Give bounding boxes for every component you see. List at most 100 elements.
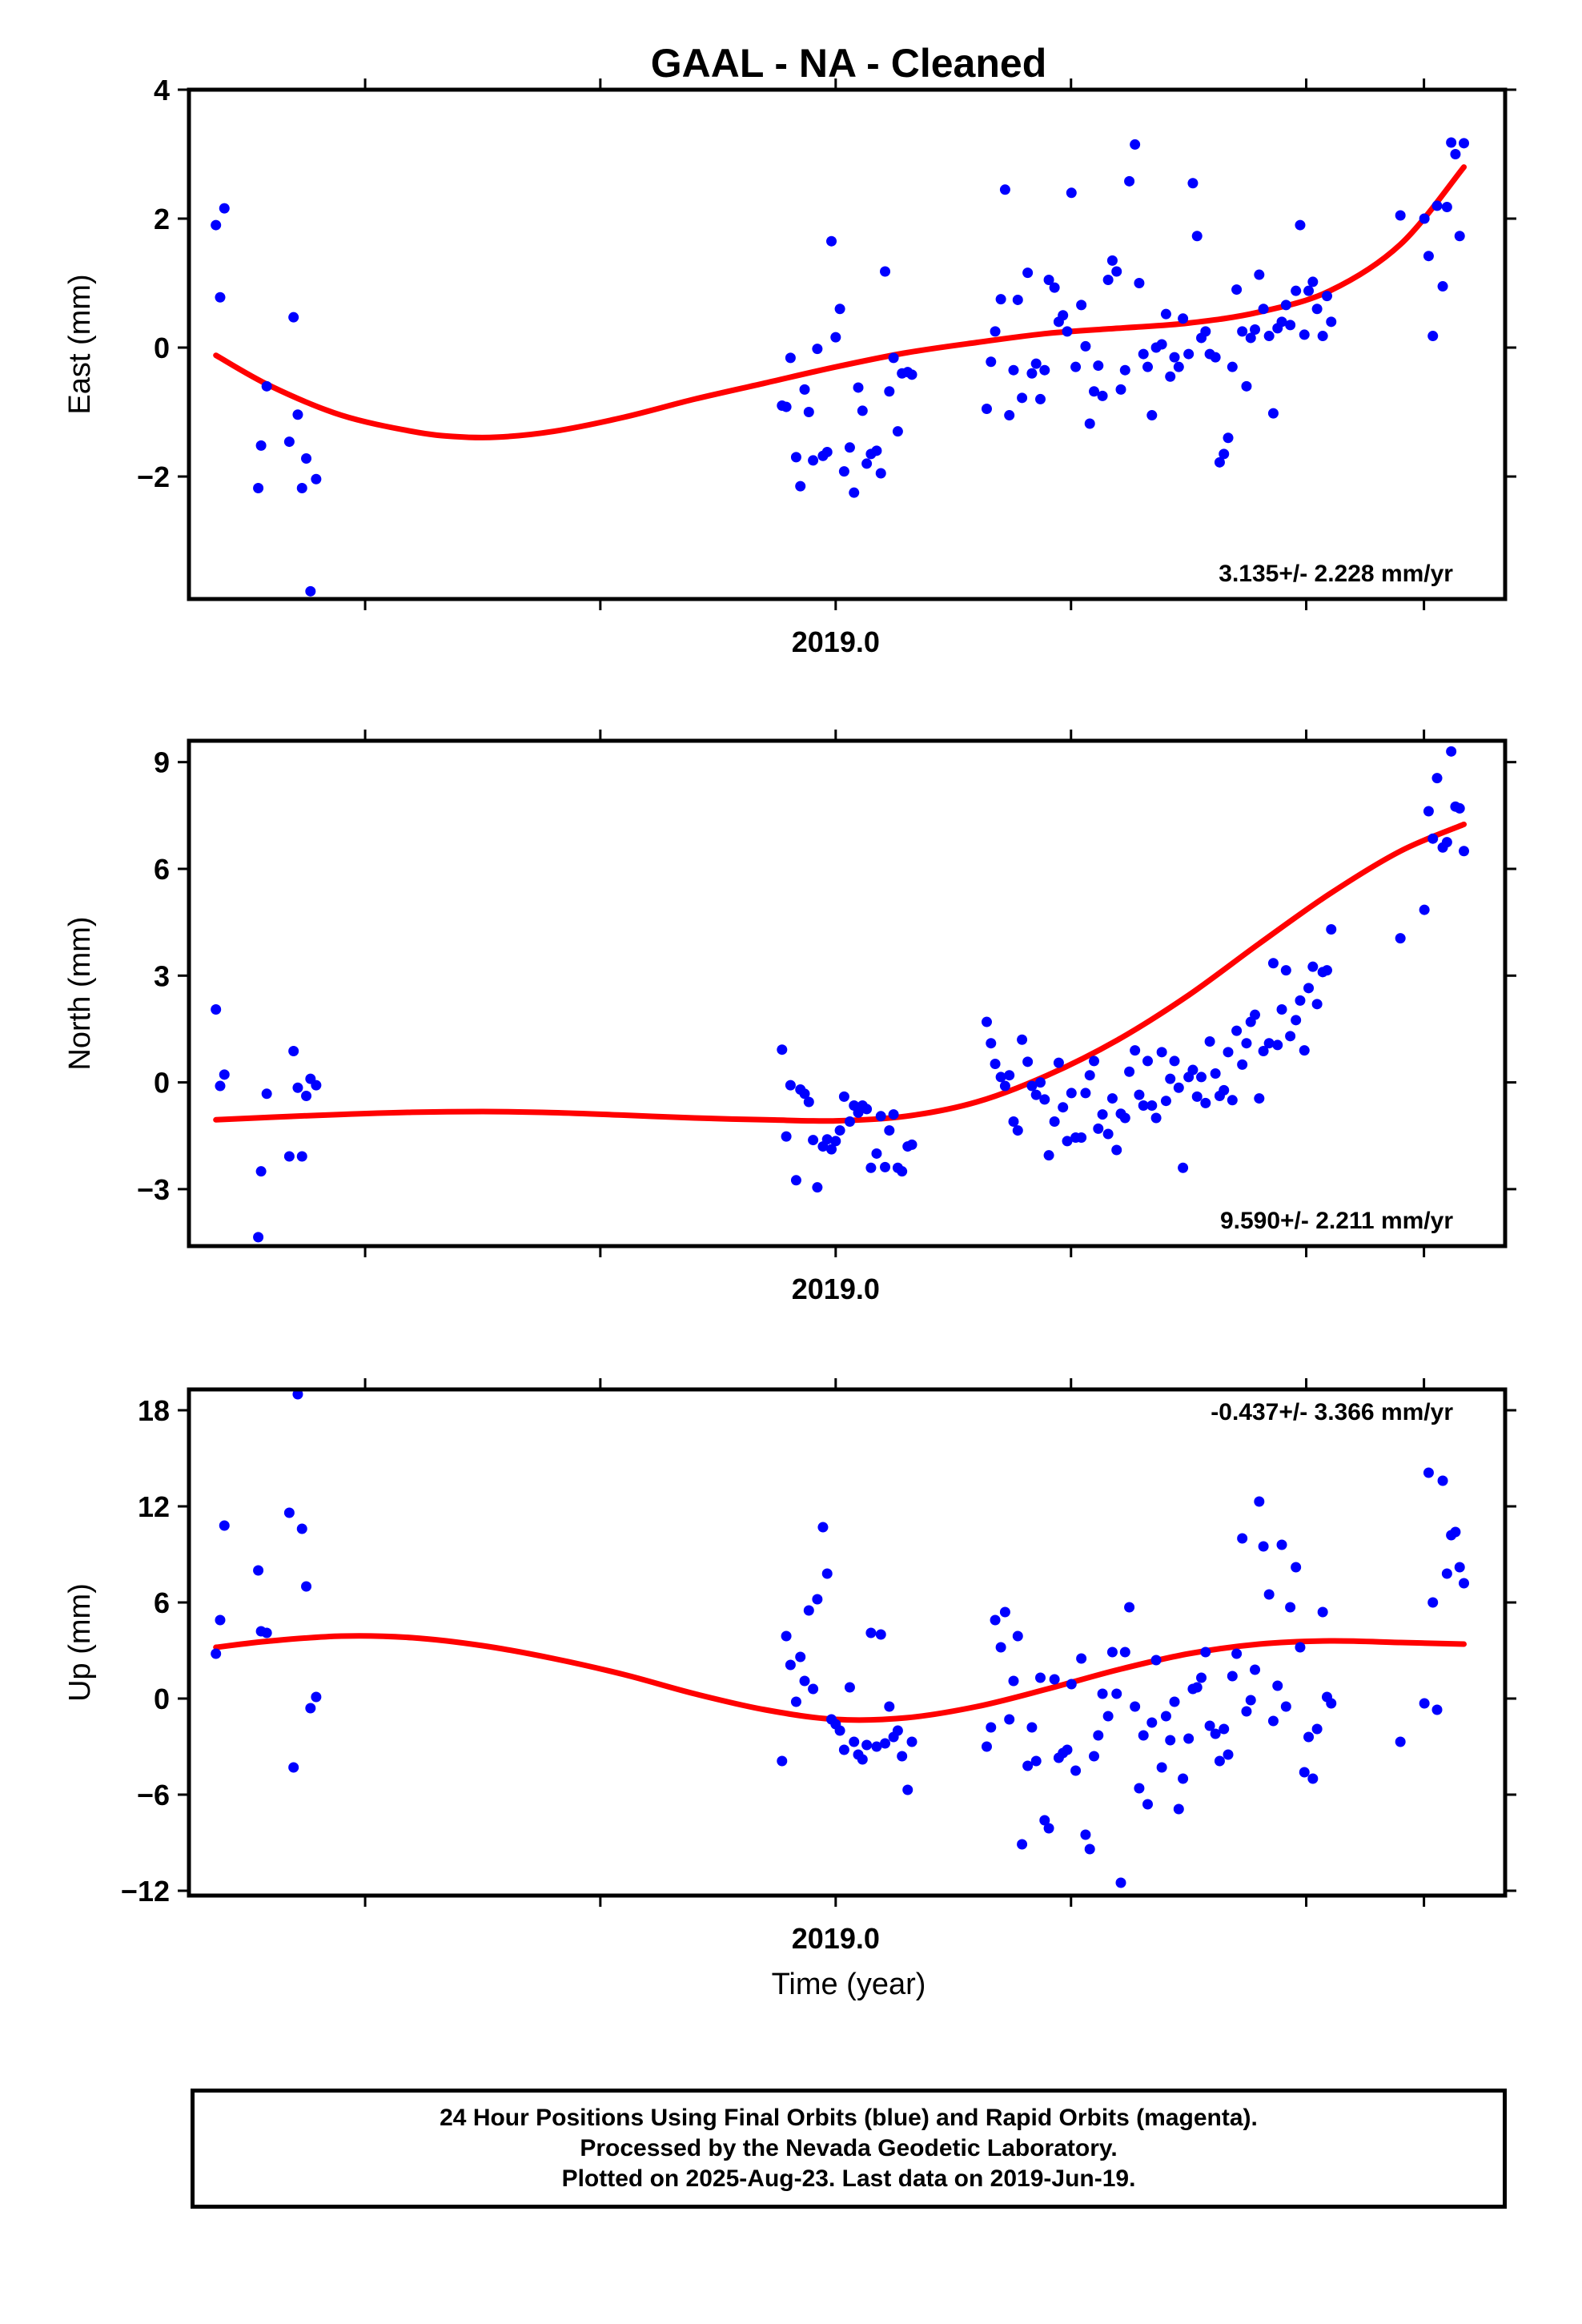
up-y-tick-label: 0 — [154, 1683, 170, 1715]
north-data-point — [1254, 1093, 1265, 1104]
north-data-point — [1210, 1068, 1221, 1079]
north-y-tick-label: 9 — [154, 746, 170, 779]
up-data-point — [1008, 1675, 1019, 1687]
up-data-point — [875, 1629, 886, 1640]
north-data-point — [292, 1082, 303, 1093]
up-data-point — [1026, 1722, 1038, 1733]
north-data-point — [1093, 1123, 1104, 1134]
north-panel: −3 0 3 6 9 2019.0 North (mm) 9.590+/- 2.211 m… — [63, 730, 1516, 1305]
north-data-point — [1223, 1047, 1234, 1058]
up-data-point — [1043, 1823, 1054, 1834]
east-data-point — [1093, 360, 1104, 372]
north-data-point — [981, 1016, 992, 1027]
up-data-point — [880, 1738, 891, 1749]
north-data-point — [215, 1080, 226, 1092]
east-data-point — [1326, 316, 1337, 328]
up-plot-frame — [187, 1387, 1508, 1898]
north-data-point — [785, 1080, 796, 1091]
up-data-point — [906, 1736, 917, 1747]
east-data-point — [849, 487, 860, 498]
up-data-point — [897, 1751, 908, 1762]
up-data-point — [1263, 1589, 1275, 1600]
up-data-point — [1183, 1733, 1195, 1744]
up-data-point — [1459, 1578, 1470, 1589]
east-data-point — [1295, 219, 1306, 231]
east-data-point — [1250, 324, 1261, 335]
east-data-point — [812, 344, 823, 355]
north-data-point — [812, 1182, 823, 1193]
north-data-point — [283, 1151, 295, 1162]
up-data-point — [844, 1682, 855, 1693]
north-data-point — [1427, 833, 1439, 844]
up-data-point — [1165, 1735, 1176, 1746]
up-data-point — [1115, 1877, 1126, 1888]
north-data-point — [1423, 806, 1434, 817]
up-data-point — [1156, 1762, 1167, 1773]
north-data-point — [999, 1080, 1010, 1092]
up-data-point — [261, 1627, 272, 1638]
north-data-point — [1049, 1116, 1060, 1127]
up-data-point — [1160, 1711, 1171, 1722]
east-data-point — [1124, 175, 1135, 187]
east-data-point — [1227, 361, 1238, 372]
east-data-point — [990, 326, 1001, 337]
up-data-point — [1245, 1695, 1256, 1706]
east-data-point — [1311, 304, 1323, 315]
north-data-point — [1138, 1100, 1149, 1111]
up-data-point — [1431, 1704, 1443, 1715]
east-data-point — [888, 352, 899, 364]
north-data-point — [288, 1045, 299, 1056]
east-data-point — [781, 401, 792, 412]
north-data-point — [1124, 1066, 1135, 1077]
north-data-point — [790, 1175, 801, 1186]
up-data-point — [1267, 1715, 1279, 1727]
up-data-point — [253, 1565, 264, 1576]
footer-line-3: Plotted on 2025-Aug-23. Last data on 201… — [561, 2165, 1136, 2192]
east-data-point — [1084, 418, 1095, 429]
east-data-point — [799, 384, 810, 395]
north-data-point — [296, 1151, 307, 1162]
footer-line-1: 24 Hour Positions Using Final Orbits (bl… — [440, 2105, 1258, 2131]
east-data-point — [1160, 308, 1171, 320]
up-data-point — [1231, 1648, 1243, 1659]
up-data-point — [1066, 1679, 1077, 1690]
east-data-point — [1263, 331, 1275, 342]
up-data-point — [1178, 1773, 1189, 1784]
north-data-point — [1295, 995, 1306, 1006]
north-data-point — [1017, 1034, 1028, 1045]
up-data-point — [990, 1614, 1001, 1626]
east-data-point — [795, 480, 806, 492]
up-data-point — [1130, 1701, 1141, 1712]
north-data-point — [777, 1044, 788, 1055]
east-data-point — [1039, 364, 1050, 376]
up-data-point — [1191, 1682, 1203, 1693]
east-data-point — [1089, 386, 1100, 397]
up-data-point — [857, 1754, 868, 1765]
up-data-point — [1454, 1562, 1465, 1573]
east-data-point — [1106, 255, 1118, 266]
up-data-point — [1276, 1539, 1287, 1550]
east-data-point — [790, 452, 801, 463]
up-data-point — [1070, 1765, 1082, 1776]
north-data-point — [1191, 1091, 1203, 1102]
up-data-point — [777, 1755, 788, 1767]
up-data-point — [795, 1651, 806, 1663]
north-data-point — [1196, 1072, 1207, 1083]
east-data-point — [826, 235, 837, 247]
east-data-point — [871, 445, 882, 456]
north-data-point — [990, 1058, 1001, 1069]
north-data-point — [1311, 999, 1323, 1010]
up-data-point — [1034, 1672, 1046, 1683]
up-x-tick-label: 2019.0 — [792, 1922, 880, 1955]
east-data-point — [838, 466, 849, 477]
east-data-point — [1022, 267, 1034, 279]
up-data-point — [1142, 1799, 1154, 1810]
north-data-point — [865, 1162, 877, 1173]
east-data-point — [1459, 138, 1470, 149]
north-data-point — [821, 1134, 833, 1145]
up-data-point — [799, 1675, 810, 1687]
north-data-point — [1267, 958, 1279, 969]
up-data-point — [1106, 1647, 1118, 1658]
east-data-point — [1187, 178, 1199, 189]
up-data-point — [902, 1784, 913, 1795]
